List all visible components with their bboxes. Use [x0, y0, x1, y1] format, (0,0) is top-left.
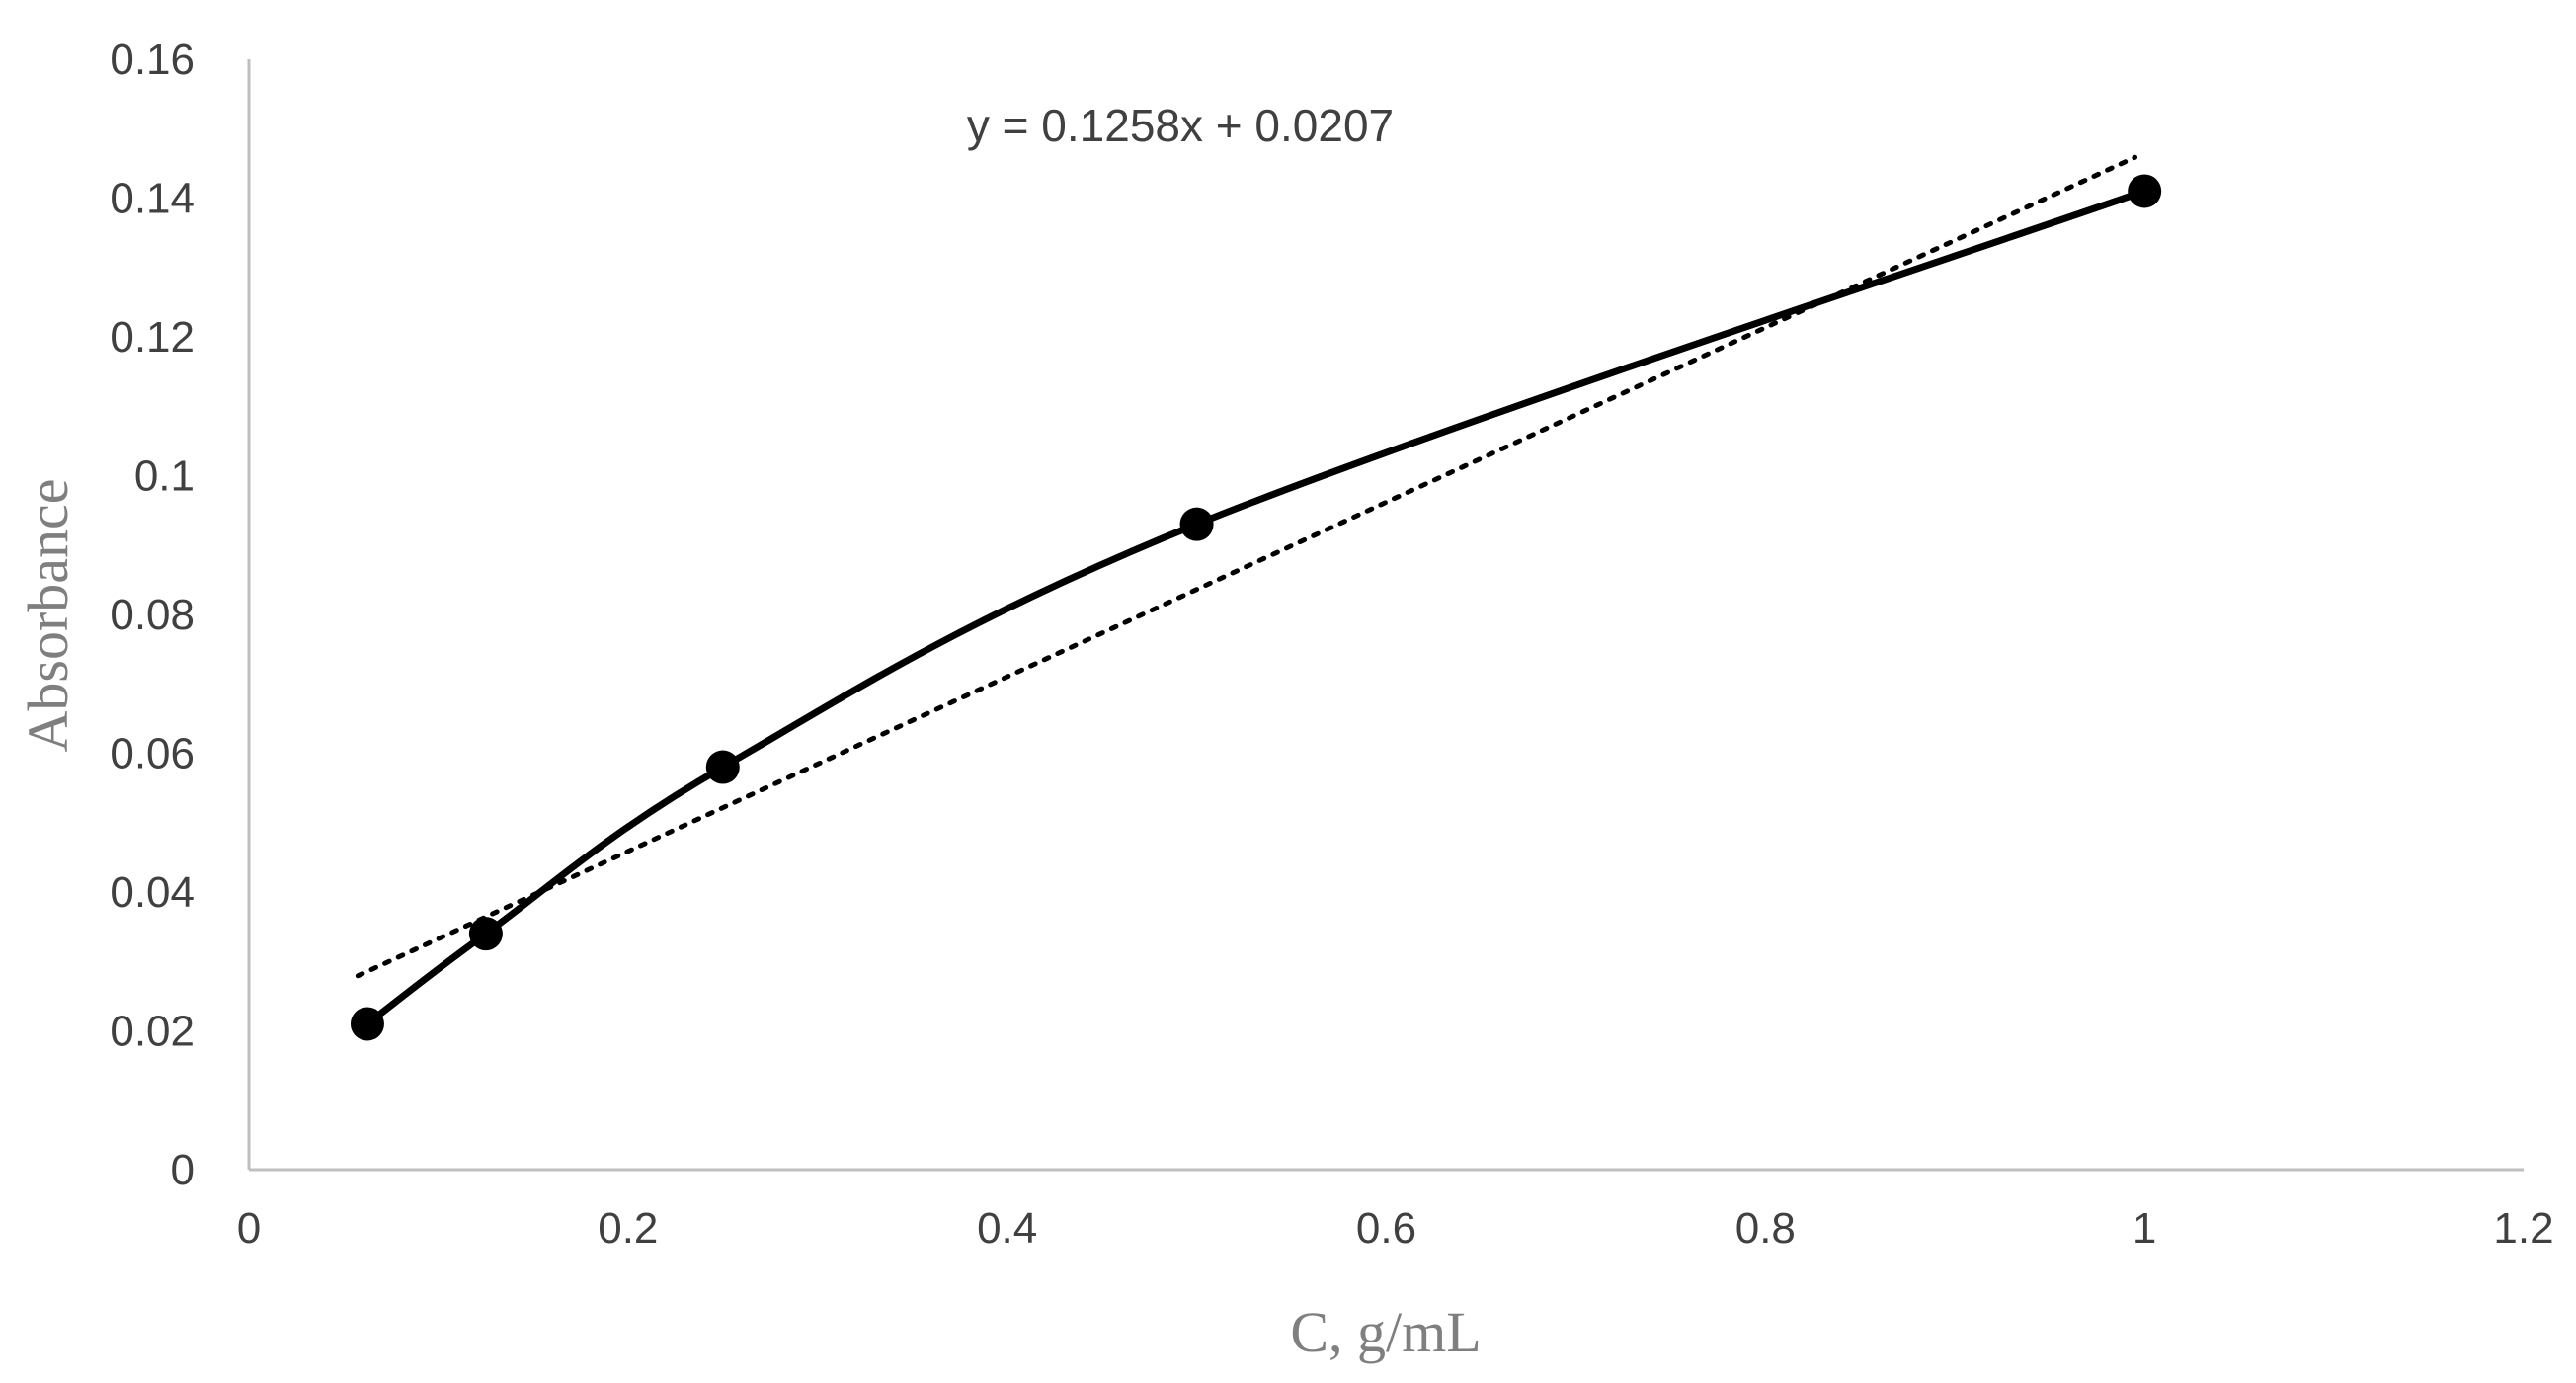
y-tick-label: 0.04: [110, 868, 195, 917]
x-tick-labels: 0 0.2 0.4 0.6 0.8 1 1.2: [237, 1204, 2554, 1253]
data-points: [350, 174, 2162, 1041]
x-tick-label: 1: [2133, 1204, 2156, 1253]
x-axis-title: C, g/mL: [1290, 1300, 1481, 1364]
y-tick-label: 0: [171, 1146, 195, 1194]
y-tick-label: 0.12: [110, 313, 195, 362]
x-tick-label: 1.2: [2493, 1204, 2553, 1253]
y-tick-label: 0.08: [110, 591, 195, 639]
x-tick-label: 0.4: [977, 1204, 1037, 1253]
data-point: [2128, 174, 2162, 208]
data-point: [1179, 507, 1214, 541]
series-line: [363, 187, 2148, 1027]
y-tick-label: 0.14: [110, 175, 195, 223]
x-tick-label: 0: [237, 1204, 261, 1253]
y-tick-label: 0.06: [110, 730, 195, 778]
y-tick-label: 0.02: [110, 1008, 195, 1056]
y-tick-label: 0.1: [134, 452, 195, 501]
x-tick-label: 0.2: [598, 1204, 658, 1253]
y-tick-label: 0.16: [110, 36, 195, 84]
linear-trendline: [355, 154, 2138, 979]
x-tick-label: 0.8: [1735, 1204, 1796, 1253]
y-axis-title: Absorbance: [16, 478, 80, 752]
trendline-equation: y = 0.1258x + 0.0207: [967, 100, 1394, 151]
x-tick-label: 0.6: [1356, 1204, 1416, 1253]
data-point: [705, 750, 740, 784]
y-tick-labels: 0 0.02 0.04 0.06 0.08 0.1 0.12 0.14 0.16: [110, 36, 195, 1194]
data-point: [468, 917, 503, 951]
axes: [247, 59, 2524, 1172]
data-point: [350, 1007, 384, 1041]
